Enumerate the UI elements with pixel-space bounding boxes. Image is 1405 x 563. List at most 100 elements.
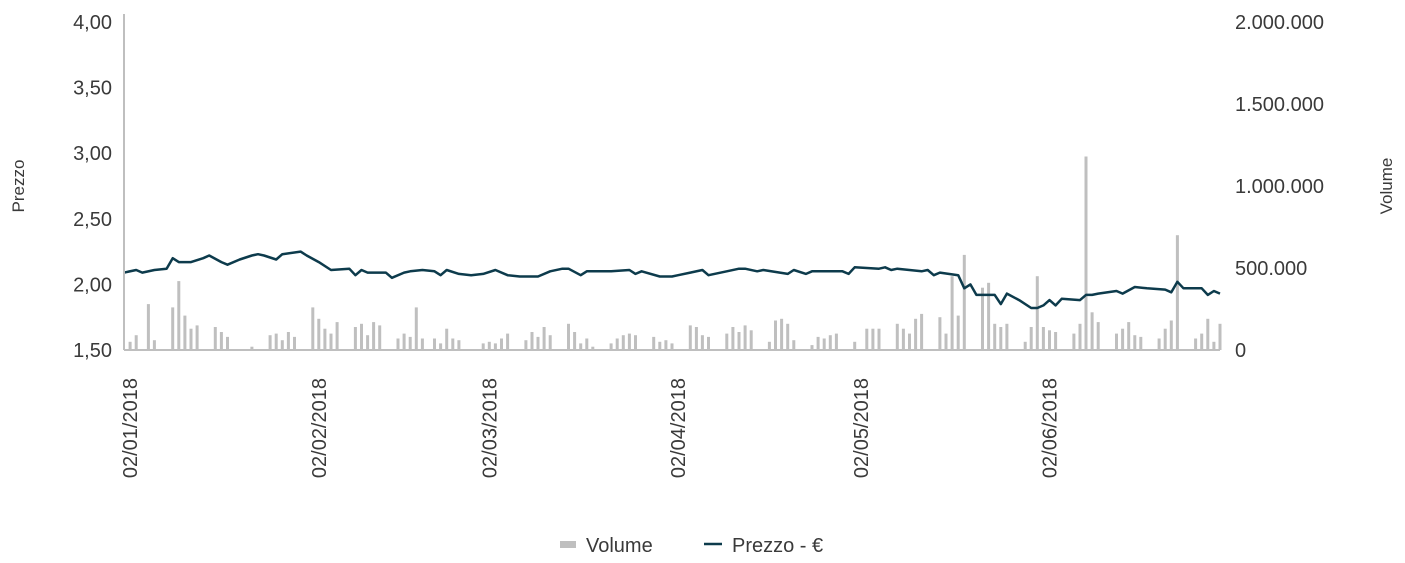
volume-bar xyxy=(500,338,503,350)
volume-bar xyxy=(938,317,942,350)
volume-bar xyxy=(1005,323,1009,350)
volume-bar xyxy=(908,333,911,350)
volume-bar xyxy=(548,335,552,350)
volume-bar xyxy=(195,325,199,350)
volume-bar xyxy=(493,343,497,350)
volume-bar xyxy=(1200,333,1204,350)
volume-bar xyxy=(853,341,857,350)
volume-bar xyxy=(268,335,272,350)
volume-bar xyxy=(700,335,704,350)
volume-bar xyxy=(767,341,771,350)
right-tick-label: 1.000.000 xyxy=(1235,176,1324,198)
volume-bar xyxy=(360,323,363,350)
x-tick-label: 02/03/2018 xyxy=(479,378,501,478)
right-tick-label: 500.000 xyxy=(1235,258,1307,280)
volume-bar xyxy=(962,254,966,350)
volume-bar xyxy=(956,315,960,350)
volume-bar xyxy=(652,336,656,350)
left-tick-label: 3,50 xyxy=(73,78,112,100)
x-tick-label: 02/05/2018 xyxy=(851,378,873,478)
volume-bar xyxy=(1127,322,1131,350)
legend-price-label: Prezzo - € xyxy=(732,535,823,557)
volume-bar xyxy=(877,328,881,350)
volume-bar xyxy=(171,307,175,350)
volume-bar xyxy=(1029,327,1033,350)
volume-bar xyxy=(317,318,321,350)
volume-bar xyxy=(1096,322,1100,350)
volume-bar xyxy=(993,323,997,350)
volume-bar xyxy=(981,287,984,350)
volume-bar xyxy=(189,328,193,350)
volume-bar xyxy=(420,338,424,350)
volume-bar xyxy=(366,335,370,350)
volume-bar xyxy=(999,327,1003,350)
right-axis-title: Volume xyxy=(1377,158,1396,215)
volume-bar xyxy=(725,333,729,350)
right-tick-label: 0 xyxy=(1235,340,1246,362)
volume-bar xyxy=(1157,338,1161,350)
volume-bar xyxy=(451,338,455,350)
axes xyxy=(123,14,1220,351)
volume-bar xyxy=(1115,333,1118,350)
volume-bar xyxy=(792,340,796,350)
volume-bar xyxy=(774,320,777,350)
volume-bar xyxy=(1048,330,1051,350)
volume-bar xyxy=(786,323,790,350)
volume-bar xyxy=(591,346,595,350)
volume-bar xyxy=(372,322,376,350)
volume-bar xyxy=(1194,338,1198,350)
volume-bar xyxy=(737,332,741,350)
volume-bar xyxy=(433,338,436,350)
price-line-layer xyxy=(123,250,1221,310)
volume-bar xyxy=(481,343,485,350)
volume-bar xyxy=(822,338,826,350)
volume-bar xyxy=(353,327,357,350)
price-line xyxy=(123,250,1221,310)
volume-bar xyxy=(1054,332,1058,350)
volume-bar xyxy=(688,325,692,350)
volume-bar xyxy=(293,336,296,350)
volume-bar xyxy=(457,340,461,350)
volume-bar xyxy=(323,328,327,350)
volume-bar xyxy=(286,332,290,350)
right-tick-label: 2.000.000 xyxy=(1235,12,1324,34)
volume-bar xyxy=(134,335,138,350)
x-tick-label: 02/01/2018 xyxy=(120,378,142,478)
x-tick-label: 02/02/2018 xyxy=(309,378,331,478)
volume-bar xyxy=(1218,323,1222,350)
volume-bar xyxy=(567,323,570,350)
volume-bar xyxy=(408,336,412,350)
volume-bar xyxy=(621,335,625,350)
legend-volume-swatch xyxy=(560,541,576,548)
volume-bar xyxy=(627,333,631,350)
volume-bar xyxy=(670,343,674,350)
volume-bar xyxy=(743,325,747,350)
volume-bar xyxy=(542,327,546,350)
volume-bar xyxy=(530,332,534,350)
volume-bars xyxy=(128,156,1222,350)
volume-bar xyxy=(865,328,869,350)
volume-bar xyxy=(1139,336,1143,350)
volume-bar xyxy=(944,333,948,350)
legend-volume-label: Volume xyxy=(586,535,653,557)
volume-bar xyxy=(1121,328,1125,350)
volume-bar xyxy=(177,281,181,350)
volume-bar xyxy=(536,336,540,350)
left-tick-label: 4,00 xyxy=(73,12,112,34)
volume-bar xyxy=(950,276,954,350)
volume-bar xyxy=(250,346,254,350)
volume-bar xyxy=(987,282,991,350)
left-tick-label: 1,50 xyxy=(73,340,112,362)
volume-bar xyxy=(128,341,132,350)
volume-bar xyxy=(871,328,875,350)
volume-bar xyxy=(183,315,187,350)
volume-bar xyxy=(146,304,150,350)
volume-bar xyxy=(664,340,668,350)
volume-bar xyxy=(828,335,832,350)
left-tick-label: 2,50 xyxy=(73,209,112,231)
volume-bar xyxy=(378,325,382,350)
volume-bar xyxy=(901,328,905,350)
volume-bar xyxy=(1175,235,1179,350)
